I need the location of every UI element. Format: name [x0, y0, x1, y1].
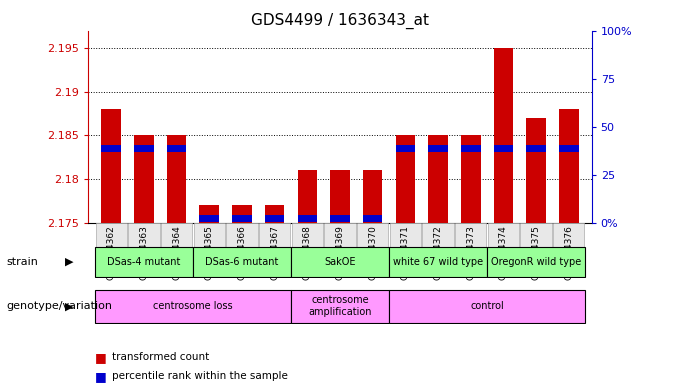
FancyBboxPatch shape	[324, 223, 356, 273]
Text: GSM864373: GSM864373	[466, 225, 475, 280]
Text: DSas-4 mutant: DSas-4 mutant	[107, 257, 181, 267]
Text: ▶: ▶	[65, 301, 73, 311]
Bar	[526, 145, 546, 152]
Text: DSas-6 mutant: DSas-6 mutant	[205, 257, 279, 267]
FancyBboxPatch shape	[259, 223, 290, 273]
Bar	[526, 118, 546, 223]
FancyBboxPatch shape	[96, 223, 127, 273]
Text: GSM864367: GSM864367	[270, 225, 279, 280]
Text: GSM864362: GSM864362	[107, 225, 116, 280]
Text: white 67 wild type: white 67 wild type	[393, 257, 483, 267]
Text: transformed count: transformed count	[112, 352, 209, 362]
Bar	[428, 145, 448, 152]
Text: GSM864368: GSM864368	[303, 225, 312, 280]
Text: strain: strain	[7, 257, 39, 267]
FancyBboxPatch shape	[193, 247, 291, 277]
FancyBboxPatch shape	[422, 223, 454, 273]
Text: control: control	[470, 301, 504, 311]
FancyBboxPatch shape	[455, 223, 486, 273]
Text: GSM864371: GSM864371	[401, 225, 410, 280]
Text: genotype/variation: genotype/variation	[7, 301, 113, 311]
Text: GSM864363: GSM864363	[139, 225, 148, 280]
FancyBboxPatch shape	[292, 223, 323, 273]
Text: GSM864375: GSM864375	[532, 225, 541, 280]
FancyBboxPatch shape	[487, 247, 585, 277]
Bar	[494, 145, 513, 152]
Text: GSM864370: GSM864370	[368, 225, 377, 280]
FancyBboxPatch shape	[488, 223, 519, 273]
Bar	[265, 205, 284, 223]
FancyBboxPatch shape	[161, 223, 192, 273]
Text: centrosome loss: centrosome loss	[153, 301, 233, 311]
Text: GSM864364: GSM864364	[172, 225, 181, 280]
Bar	[461, 136, 481, 223]
Text: GSM864366: GSM864366	[237, 225, 246, 280]
Text: OregonR wild type: OregonR wild type	[491, 257, 581, 267]
Bar	[134, 145, 154, 152]
Bar	[101, 145, 121, 152]
Bar	[232, 215, 252, 222]
Bar	[494, 48, 513, 223]
Bar	[101, 109, 121, 223]
Bar	[199, 215, 219, 222]
FancyBboxPatch shape	[95, 247, 193, 277]
FancyBboxPatch shape	[226, 223, 258, 273]
Text: GSM864369: GSM864369	[335, 225, 345, 280]
Text: GSM864376: GSM864376	[564, 225, 573, 280]
Bar	[265, 215, 284, 222]
Bar	[134, 136, 154, 223]
FancyBboxPatch shape	[390, 223, 421, 273]
Bar	[461, 145, 481, 152]
Text: ■: ■	[95, 351, 107, 364]
Text: percentile rank within the sample: percentile rank within the sample	[112, 371, 288, 381]
Bar	[559, 109, 579, 223]
Text: GSM864374: GSM864374	[499, 225, 508, 280]
Text: GSM864365: GSM864365	[205, 225, 214, 280]
Bar	[396, 145, 415, 152]
FancyBboxPatch shape	[194, 223, 225, 273]
Bar	[428, 136, 448, 223]
Bar	[330, 215, 350, 222]
Text: ■: ■	[95, 370, 107, 383]
Bar	[167, 136, 186, 223]
FancyBboxPatch shape	[291, 290, 389, 323]
Bar	[199, 205, 219, 223]
Bar	[232, 205, 252, 223]
Text: centrosome
amplification: centrosome amplification	[308, 295, 372, 317]
Bar	[363, 170, 382, 223]
Bar	[167, 145, 186, 152]
FancyBboxPatch shape	[553, 223, 584, 273]
FancyBboxPatch shape	[129, 223, 160, 273]
FancyBboxPatch shape	[389, 290, 585, 323]
FancyBboxPatch shape	[291, 247, 389, 277]
Bar	[559, 145, 579, 152]
FancyBboxPatch shape	[95, 290, 291, 323]
FancyBboxPatch shape	[357, 223, 388, 273]
Text: SakOE: SakOE	[324, 257, 356, 267]
FancyBboxPatch shape	[389, 247, 487, 277]
Bar	[298, 215, 317, 222]
Bar	[396, 136, 415, 223]
Text: GSM864372: GSM864372	[434, 225, 443, 280]
Title: GDS4499 / 1636343_at: GDS4499 / 1636343_at	[251, 13, 429, 29]
Bar	[330, 170, 350, 223]
Bar	[363, 215, 382, 222]
Text: ▶: ▶	[65, 257, 73, 267]
Bar	[298, 170, 317, 223]
FancyBboxPatch shape	[520, 223, 551, 273]
